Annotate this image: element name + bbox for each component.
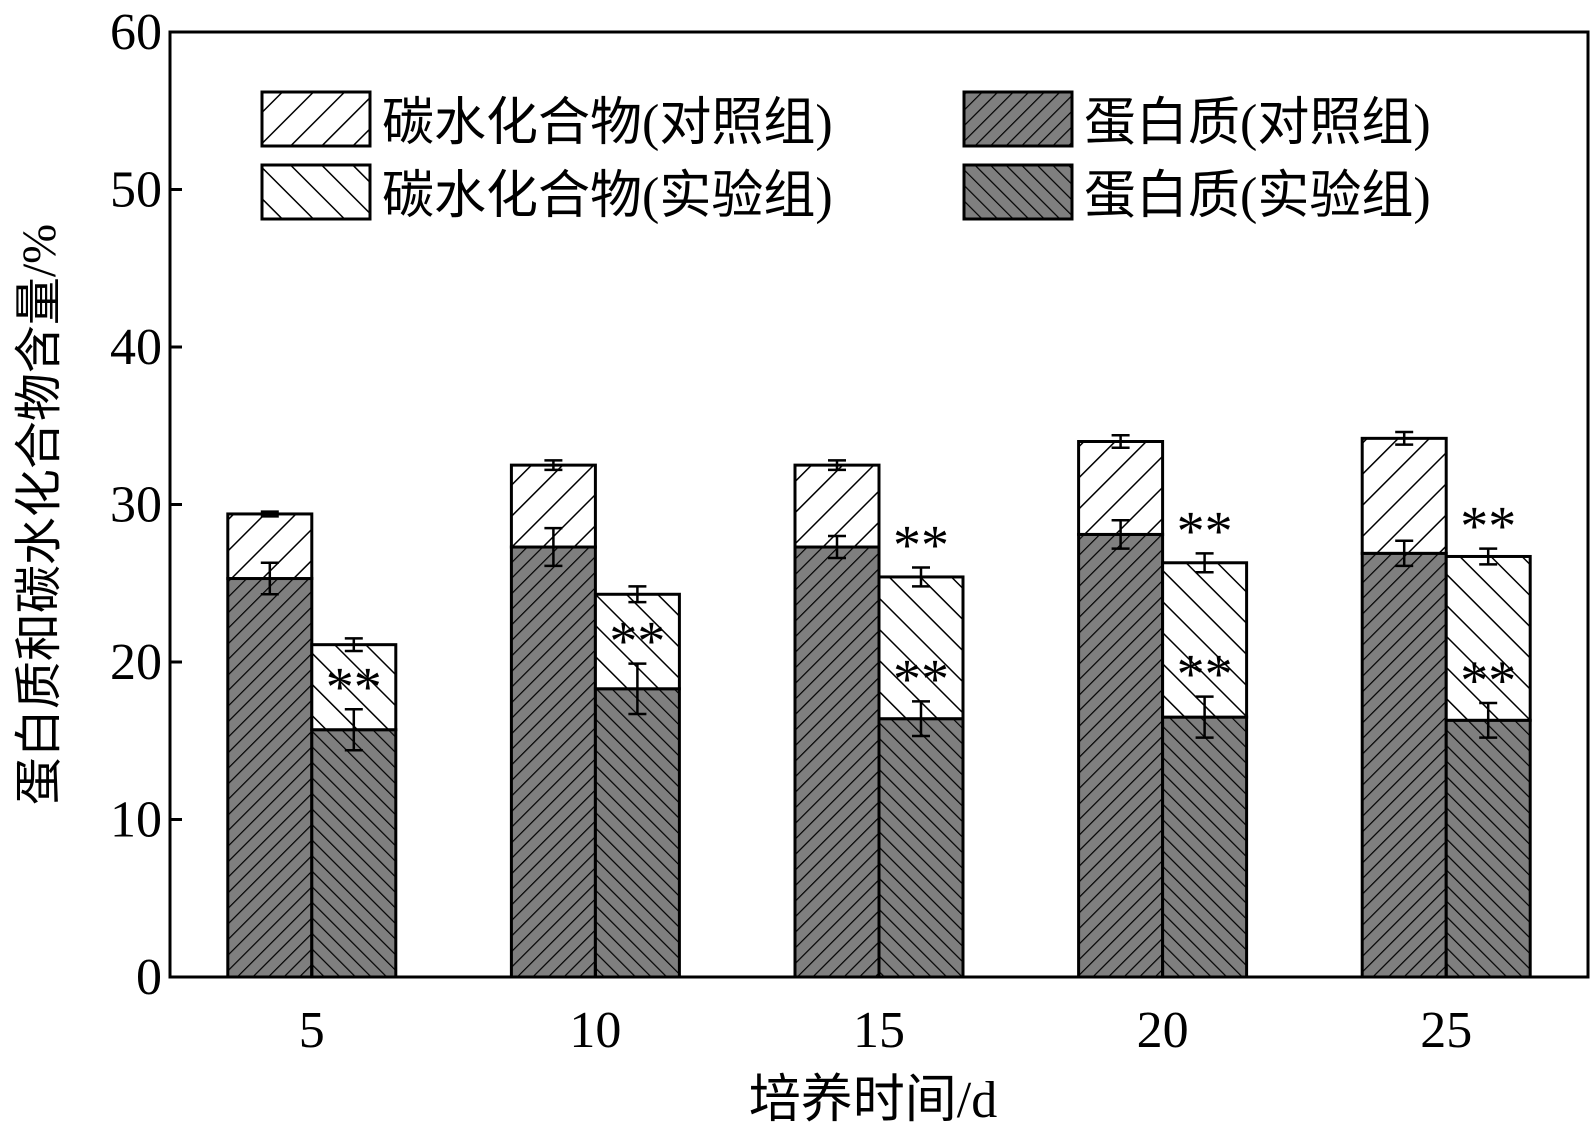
bar-carbohydrate-control xyxy=(793,463,881,549)
bar-protein-experiment xyxy=(877,717,965,979)
significance-mark: ** xyxy=(1177,644,1233,706)
y-tick-label: 60 xyxy=(110,4,162,61)
y-tick-label: 30 xyxy=(110,477,162,534)
significance-mark: ** xyxy=(1177,500,1233,562)
bar-protein-control xyxy=(1360,551,1448,979)
errorbars-layer xyxy=(260,430,1498,752)
significance-mark: ** xyxy=(893,515,949,577)
bar-protein-control xyxy=(509,545,597,979)
legend-label: 碳水化合物(对照组) xyxy=(382,95,833,152)
x-tick-label: 20 xyxy=(1137,1002,1189,1059)
x-axis-label: 培养时间/d xyxy=(749,1072,997,1129)
bar-protein-control xyxy=(1077,532,1165,979)
bar-protein-experiment xyxy=(1161,715,1249,979)
y-tick-label: 40 xyxy=(110,319,162,376)
y-tick-label: 0 xyxy=(136,949,162,1006)
bar-protein-experiment xyxy=(593,687,681,979)
y-tick-label: 10 xyxy=(110,792,162,849)
significance-mark: ** xyxy=(1460,496,1516,558)
legend-swatch-protein_experiment xyxy=(962,163,1074,221)
y-tick-label: 50 xyxy=(110,162,162,219)
bar-protein-control xyxy=(793,545,881,979)
x-tick-label: 15 xyxy=(853,1002,905,1059)
bar-carbohydrate-experiment xyxy=(1444,554,1532,722)
bar-protein-experiment xyxy=(310,728,398,979)
x-tick-label: 25 xyxy=(1420,1002,1472,1059)
y-axis-label: 蛋白质和碳水化合物含量/% xyxy=(13,224,66,805)
legend-swatch-carb_experiment xyxy=(260,163,372,221)
bar-protein-control xyxy=(226,577,314,979)
legend-label: 蛋白质(对照组) xyxy=(1084,95,1431,152)
legend-swatch-carb_control xyxy=(260,90,372,148)
bar-carbohydrate-control xyxy=(1077,440,1165,536)
bar-protein-experiment xyxy=(1444,718,1532,979)
legend-label: 碳水化合物(实验组) xyxy=(382,168,833,225)
bars-layer xyxy=(226,436,1532,979)
significance-mark: ** xyxy=(609,611,665,673)
x-tick-label: 5 xyxy=(299,1002,325,1059)
y-tick-label: 20 xyxy=(110,634,162,691)
x-tick-label: 10 xyxy=(569,1002,621,1059)
bar-carbohydrate-control xyxy=(1360,436,1448,555)
legend-swatch-protein_control xyxy=(962,90,1074,148)
significance-layer: ** ** ** ** ** ** ** ** xyxy=(326,496,1516,719)
legend: 碳水化合物(对照组) 蛋白质(对照组) 碳水化合物(实验组) 蛋白质(实验组) xyxy=(260,90,1431,225)
significance-mark: ** xyxy=(893,648,949,710)
y-axis-ticks: 0 10 20 30 40 50 60 xyxy=(110,4,182,1006)
x-axis-ticks: 5 10 15 20 25 xyxy=(299,965,1472,1059)
significance-mark: ** xyxy=(326,656,382,718)
significance-mark: ** xyxy=(1460,650,1516,712)
legend-label: 蛋白质(实验组) xyxy=(1084,168,1431,225)
